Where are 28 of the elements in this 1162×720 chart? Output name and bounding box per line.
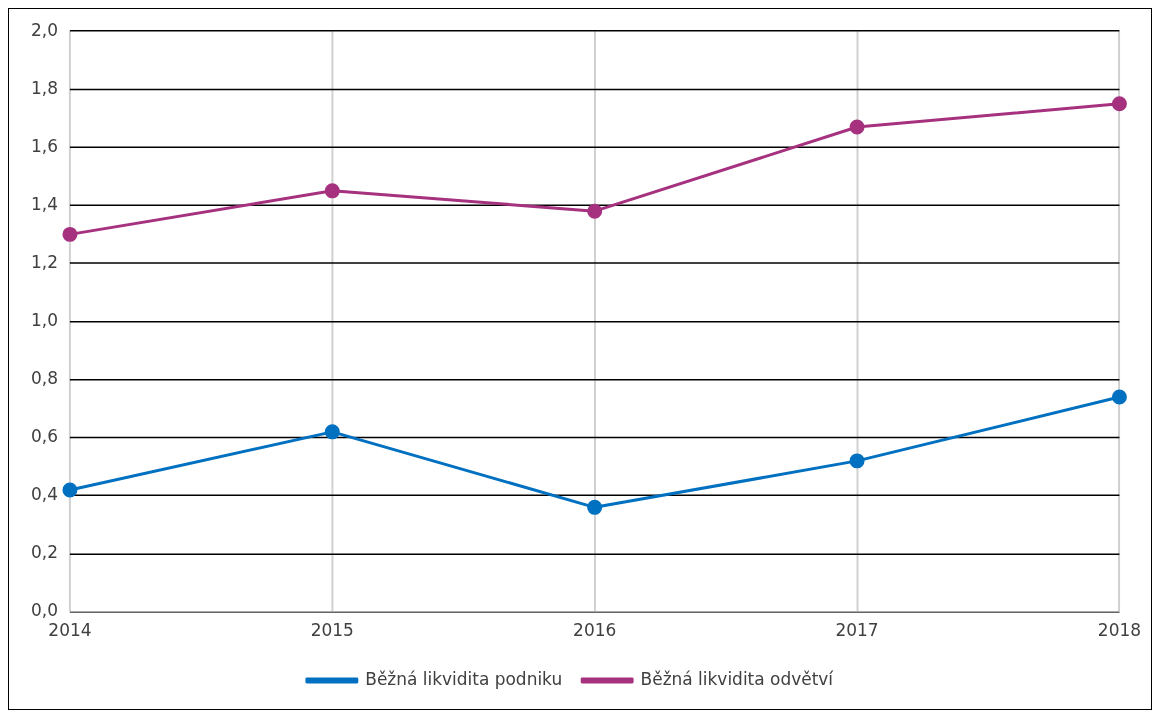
- y-tick-label: 0,6: [30, 426, 58, 447]
- y-tick-label: 1,0: [30, 309, 58, 330]
- x-tick-label: 2017: [835, 620, 879, 641]
- x-tick-label: 2014: [48, 620, 92, 641]
- x-tick-label: 2015: [310, 620, 354, 641]
- y-tick-label: 1,2: [30, 251, 58, 272]
- point: [587, 203, 603, 219]
- point: [62, 226, 78, 242]
- x-tick-label: 2016: [573, 620, 617, 641]
- legend-label: Běžná likvidita odvětví: [640, 669, 835, 689]
- y-tick-label: 1,8: [30, 77, 58, 98]
- legend-label: Běžná likvidita podniku: [365, 669, 563, 689]
- y-tick-label: 0,0: [30, 600, 58, 621]
- point: [849, 453, 865, 469]
- y-tick-label: 0,8: [30, 368, 58, 388]
- point: [1111, 389, 1127, 405]
- point: [587, 499, 603, 515]
- point: [62, 482, 78, 498]
- point: [324, 183, 340, 199]
- x-tick-label: 2018: [1097, 620, 1142, 641]
- y-tick-label: 1,6: [30, 135, 58, 156]
- y-tick-label: 1,4: [30, 193, 58, 214]
- point: [1111, 96, 1127, 112]
- point: [324, 424, 340, 440]
- y-tick-label: 2,0: [30, 19, 58, 40]
- y-tick-label: 0,2: [30, 542, 58, 563]
- y-tick-label: 0,4: [30, 484, 58, 505]
- point: [849, 119, 865, 135]
